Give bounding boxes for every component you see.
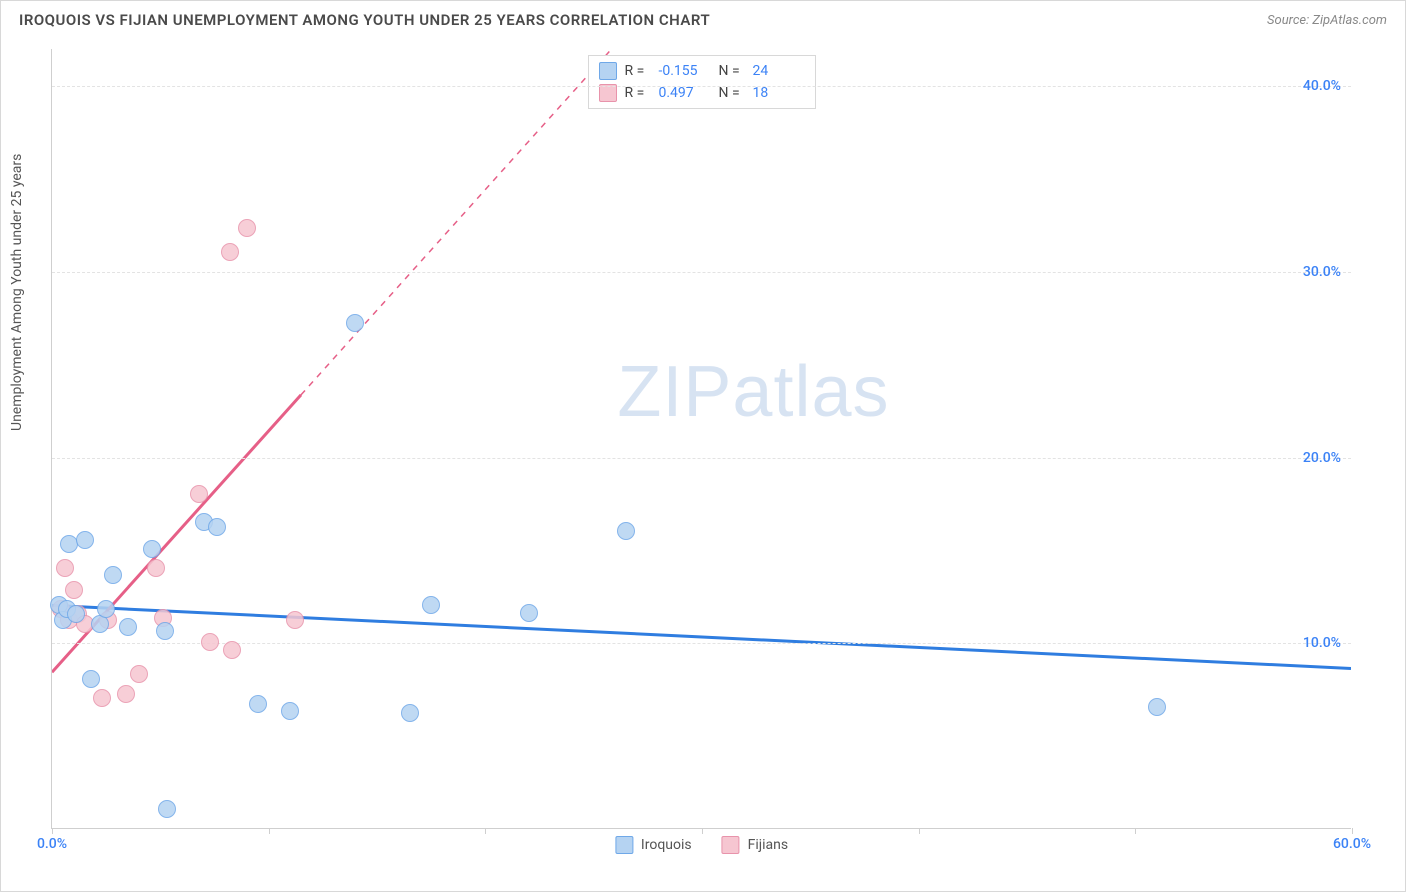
stats-row-iroquois: R = -0.155 N = 24 xyxy=(599,60,805,82)
x-tick-label: 60.0% xyxy=(1333,836,1371,852)
n-label: N = xyxy=(719,63,745,79)
y-tick-label: 10.0% xyxy=(1303,635,1341,651)
legend-item-iroquois: Iroquois xyxy=(615,836,692,854)
gridline xyxy=(52,643,1351,644)
chart-container: IROQUOIS VS FIJIAN UNEMPLOYMENT AMONG YO… xyxy=(0,0,1406,892)
source-label: Source: ZipAtlas.com xyxy=(1267,13,1387,28)
x-tick xyxy=(1135,828,1136,834)
r-value-fijians: 0.497 xyxy=(659,85,711,101)
stats-box: R = -0.155 N = 24 R = 0.497 N = 18 xyxy=(588,55,816,109)
swatch-iroquois-icon xyxy=(615,836,633,854)
point-fijians xyxy=(238,219,256,237)
point-iroquois xyxy=(281,702,299,720)
r-label: R = xyxy=(625,85,651,101)
point-iroquois xyxy=(156,622,174,640)
watermark: ZIPatlas xyxy=(617,351,889,433)
r-value-iroquois: -0.155 xyxy=(659,63,711,79)
swatch-iroquois-icon xyxy=(599,62,617,80)
point-fijians xyxy=(223,641,241,659)
point-iroquois xyxy=(249,695,267,713)
point-iroquois xyxy=(67,605,85,623)
x-tick xyxy=(919,828,920,834)
legend-bottom: Iroquois Fijians xyxy=(615,836,788,854)
point-iroquois xyxy=(346,314,364,332)
chart-title: IROQUOIS VS FIJIAN UNEMPLOYMENT AMONG YO… xyxy=(19,11,710,29)
legend-item-fijians: Fijians xyxy=(722,836,788,854)
y-tick-label: 20.0% xyxy=(1303,450,1341,466)
gridline xyxy=(52,272,1351,273)
point-iroquois xyxy=(401,704,419,722)
point-iroquois xyxy=(208,518,226,536)
x-tick xyxy=(485,828,486,834)
point-fijians xyxy=(201,633,219,651)
point-iroquois xyxy=(119,618,137,636)
y-tick-label: 40.0% xyxy=(1303,78,1341,94)
x-tick xyxy=(1352,828,1353,834)
point-iroquois xyxy=(422,596,440,614)
swatch-fijians-icon xyxy=(722,836,740,854)
y-axis-label: Unemployment Among Youth under 25 years xyxy=(9,154,25,431)
legend-label-fijians: Fijians xyxy=(748,837,788,853)
r-label: R = xyxy=(625,63,651,79)
legend-label-iroquois: Iroquois xyxy=(641,837,692,853)
point-fijians xyxy=(221,243,239,261)
point-iroquois xyxy=(143,540,161,558)
point-fijians xyxy=(286,611,304,629)
gridline xyxy=(52,458,1351,459)
x-tick xyxy=(52,828,53,834)
point-fijians xyxy=(190,485,208,503)
n-value-fijians: 18 xyxy=(753,85,805,101)
point-fijians xyxy=(65,581,83,599)
y-tick-label: 30.0% xyxy=(1303,264,1341,280)
title-bar: IROQUOIS VS FIJIAN UNEMPLOYMENT AMONG YO… xyxy=(1,1,1405,35)
gridline xyxy=(52,86,1351,87)
x-tick xyxy=(702,828,703,834)
point-iroquois xyxy=(520,604,538,622)
point-iroquois xyxy=(158,800,176,818)
point-fijians xyxy=(93,689,111,707)
x-tick xyxy=(269,828,270,834)
point-fijians xyxy=(147,559,165,577)
n-label: N = xyxy=(719,85,745,101)
point-fijians xyxy=(117,685,135,703)
n-value-iroquois: 24 xyxy=(753,63,805,79)
plot-area: ZIPatlas R = -0.155 N = 24 R = 0.497 N =… xyxy=(51,49,1351,829)
point-iroquois xyxy=(97,600,115,618)
point-iroquois xyxy=(76,531,94,549)
x-tick-label: 0.0% xyxy=(37,836,67,852)
point-iroquois xyxy=(1148,698,1166,716)
point-fijians xyxy=(130,665,148,683)
point-iroquois xyxy=(82,670,100,688)
point-fijians xyxy=(56,559,74,577)
point-iroquois xyxy=(617,522,635,540)
point-iroquois xyxy=(104,566,122,584)
